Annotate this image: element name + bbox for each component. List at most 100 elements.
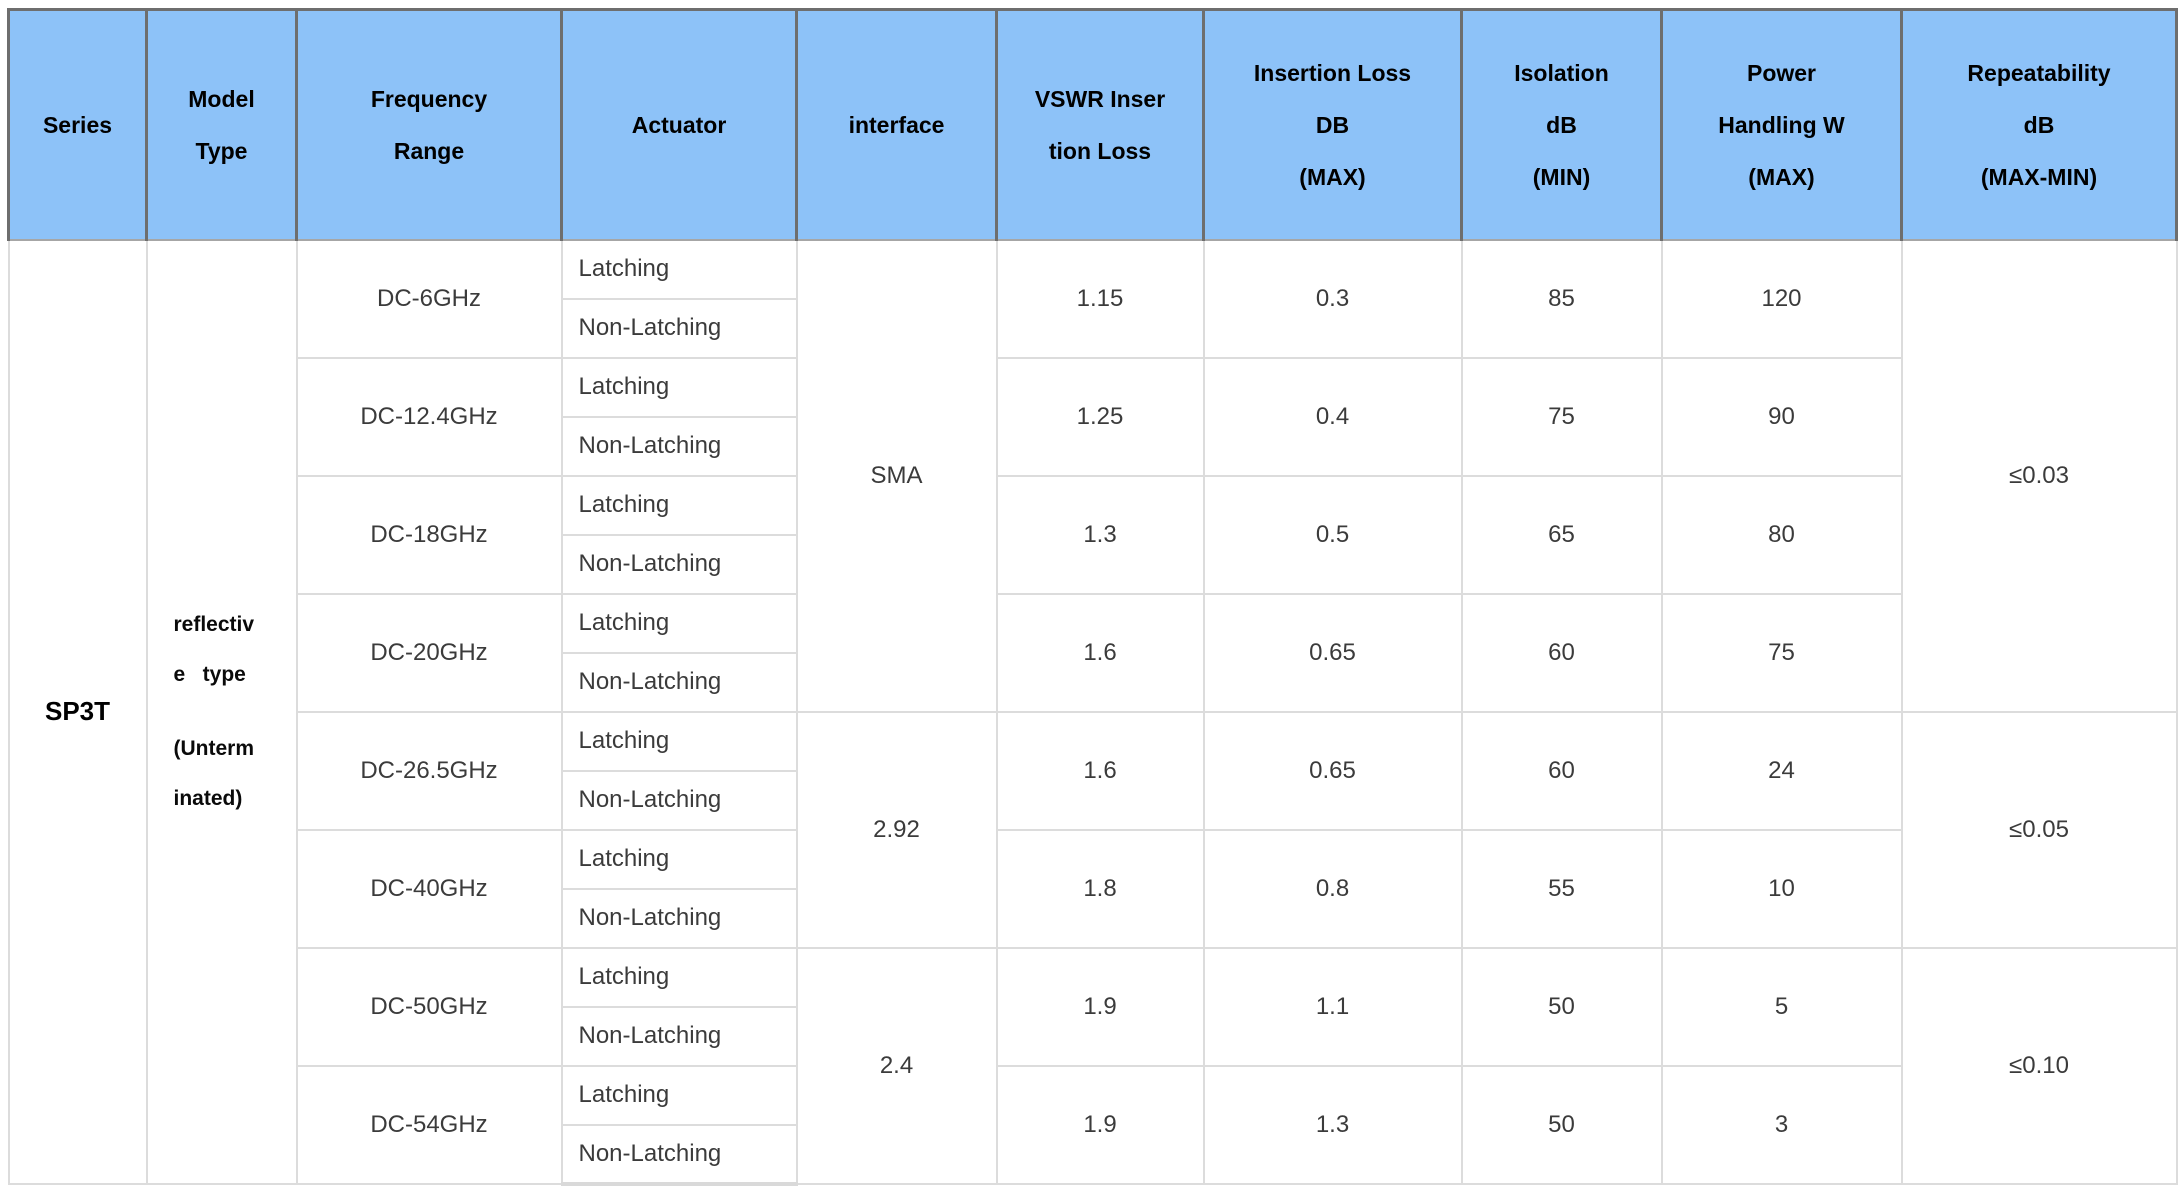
header-text: (MAX) [1299, 163, 1366, 190]
cell-actuator: Non-Latching [560, 1005, 798, 1067]
header-text: Insertion Loss [1253, 59, 1412, 86]
cell-series: SP3T [7, 238, 148, 1185]
cell-isolation: 75 [1460, 356, 1663, 477]
col-header-insertion-loss-db-max: Insertion Loss DB (MAX) [1202, 8, 1463, 241]
cell-frequency: DC-40GHz [295, 828, 563, 949]
cell-vswr: 1.15 [995, 238, 1205, 359]
col-header-interface: interface [795, 8, 998, 241]
cell-actuator: Latching [560, 238, 798, 300]
cell-power: 80 [1660, 474, 1903, 595]
cell-frequency: DC-12.4GHz [295, 356, 563, 477]
cell-actuator: Non-Latching [560, 1123, 798, 1186]
cell-actuator: Non-Latching [560, 533, 798, 595]
cell-actuator: Latching [560, 592, 798, 654]
col-header-model-type: Model Type [145, 8, 298, 241]
col-header-actuator: Actuator [560, 8, 798, 241]
table-row: DC-40GHz Latching 1.8 0.8 55 10 [9, 828, 2177, 949]
header-text: VSWR Inser [1034, 85, 1166, 112]
table-row: Non-Latching [9, 297, 2177, 359]
cell-repeatability: ≤0.03 [1900, 238, 2178, 713]
cell-model-type: reflectiv e type (Unterm inated) [145, 238, 298, 1185]
header-text: DB [1315, 111, 1350, 138]
cell-vswr: 1.9 [995, 946, 1205, 1067]
table-row: DC-26.5GHz Latching 2.92 1.6 0.65 60 24 … [9, 710, 2178, 949]
cell-insertion-loss: 0.3 [1202, 238, 1463, 359]
cell-isolation: 65 [1460, 474, 1663, 595]
cell-frequency: DC-18GHz [295, 474, 563, 595]
cell-actuator: Latching [560, 356, 798, 418]
cell-frequency: DC-54GHz [295, 1064, 563, 1185]
cell-power: 120 [1660, 238, 1903, 359]
header-text: dB [1546, 111, 1577, 138]
table-header: Series Model Type Frequency Range Actuat… [7, 8, 2178, 241]
cell-vswr: 1.6 [995, 710, 1205, 831]
cell-power: 75 [1660, 592, 1903, 713]
cell-insertion-loss: 0.5 [1202, 474, 1463, 595]
cell-repeatability: ≤0.10 [1900, 946, 2178, 1185]
cell-isolation: 60 [1460, 592, 1663, 713]
table-row: Non-Latching [9, 415, 2177, 477]
cell-frequency: DC-20GHz [295, 592, 563, 713]
table-row: SP3T reflectiv e type (Unterm inated) DC… [7, 238, 2178, 1185]
cell-insertion-loss: 0.65 [1202, 592, 1463, 713]
table-row: DC-18GHz Latching 1.3 0.5 65 80 [9, 474, 2177, 595]
cell-insertion-loss: 1.1 [1202, 946, 1463, 1067]
header-text: Series [42, 111, 113, 138]
cell-actuator: Latching [560, 946, 798, 1008]
cell-insertion-loss: 0.4 [1202, 356, 1463, 477]
cell-interface: 2.92 [795, 710, 998, 949]
table-row: Non-Latching [9, 651, 2177, 713]
table-row: Non-Latching [9, 1123, 2177, 1186]
table-row: DC-12.4GHz Latching 1.25 0.4 75 90 [9, 356, 2177, 477]
header-row: Series Model Type Frequency Range Actuat… [7, 8, 2178, 241]
cell-power: 3 [1660, 1064, 1903, 1185]
header-text: Handling W [1718, 111, 1845, 138]
col-header-vswr-insertion-loss: VSWR Inser tion Loss [995, 8, 1205, 241]
cell-interface: 2.4 [795, 946, 998, 1185]
header-text: Model [188, 85, 255, 112]
header-text: dB [2023, 111, 2055, 138]
cell-actuator: Latching [560, 1064, 798, 1126]
table-row: Non-Latching [9, 887, 2177, 949]
cell-actuator: Non-Latching [560, 887, 798, 949]
cell-actuator: Non-Latching [560, 769, 798, 831]
header-text: interface [848, 111, 945, 138]
cell-isolation: 60 [1460, 710, 1663, 831]
header-text: tion Loss [1048, 137, 1152, 164]
col-header-repeatability-db: Repeatability dB (MAX-MIN) [1900, 8, 2178, 241]
cell-vswr: 1.6 [995, 592, 1205, 713]
table-row: Non-Latching [9, 1005, 2177, 1067]
cell-actuator: Non-Latching [560, 651, 798, 713]
cell-actuator: Latching [560, 710, 798, 772]
cell-frequency: DC-26.5GHz [295, 710, 563, 831]
cell-power: 10 [1660, 828, 1903, 949]
cell-vswr: 1.9 [995, 1064, 1205, 1185]
model-type-line: e type [173, 662, 246, 686]
cell-vswr: 1.3 [995, 474, 1205, 595]
cell-isolation: 50 [1460, 1064, 1663, 1185]
table-body: SP3T reflectiv e type (Unterm inated) DC… [7, 238, 2178, 1186]
cell-vswr: 1.25 [995, 356, 1205, 477]
col-header-series: Series [7, 8, 148, 241]
cell-vswr: 1.8 [995, 828, 1205, 949]
cell-isolation: 55 [1460, 828, 1663, 949]
cell-isolation: 85 [1460, 238, 1663, 359]
cell-insertion-loss: 1.3 [1202, 1064, 1463, 1185]
model-type-line: reflectiv [173, 612, 255, 636]
header-text: (MAX) [1748, 163, 1815, 190]
header-text: Isolation [1514, 59, 1609, 86]
header-text: (MAX-MIN) [1980, 163, 2098, 190]
cell-power: 5 [1660, 946, 1903, 1067]
rf-switch-spec-table: Series Model Type Frequency Range Actuat… [7, 8, 2178, 1186]
cell-actuator: Latching [560, 828, 798, 890]
cell-frequency: DC-6GHz [295, 238, 563, 359]
table-row: Non-Latching [9, 769, 2177, 831]
cell-interface: SMA [795, 238, 998, 713]
model-type-line: (Unterm [173, 736, 255, 760]
header-text: Frequency [370, 85, 488, 112]
header-text: Type [195, 137, 248, 164]
table-row: DC-54GHz Latching 1.9 1.3 50 3 [9, 1064, 2177, 1185]
cell-isolation: 50 [1460, 946, 1663, 1067]
